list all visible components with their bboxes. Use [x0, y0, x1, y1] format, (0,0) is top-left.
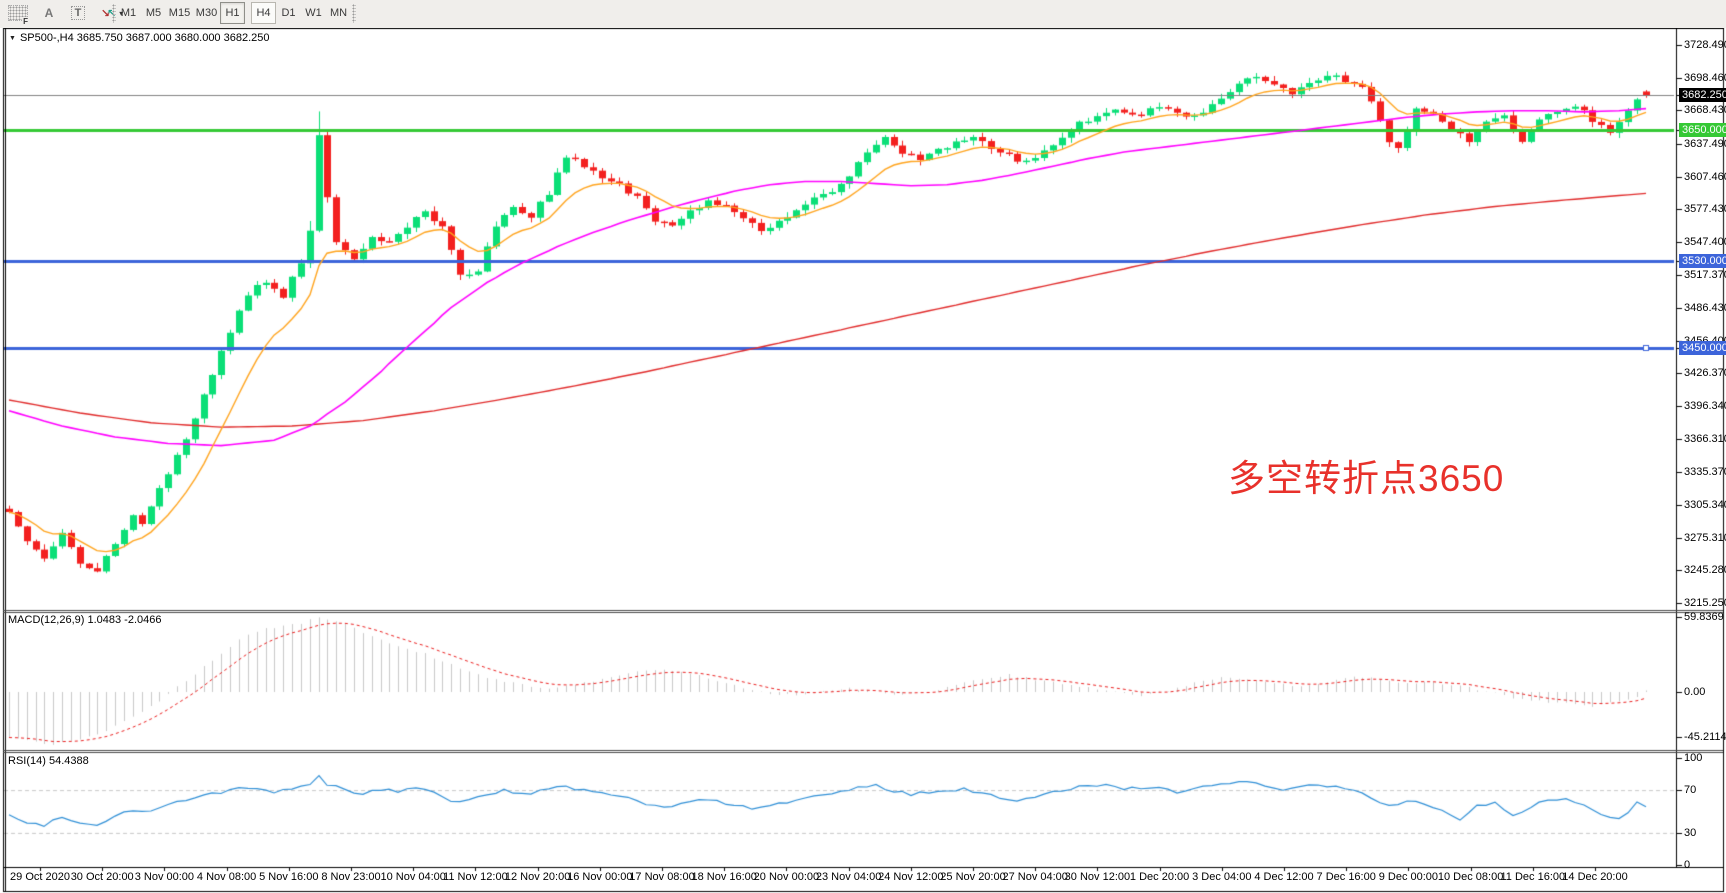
time-axis-label: 3 Dec 04:00: [1192, 871, 1252, 883]
price-axis-tick: 3547.400: [1684, 235, 1726, 248]
dotted-grid-f-icon[interactable]: F: [4, 2, 32, 26]
price-axis-tick: 3245.280: [1684, 564, 1726, 577]
chart-text-annotation[interactable]: 多空转折点3650: [1228, 458, 1505, 499]
timeframe-button-h1[interactable]: H1: [220, 2, 245, 24]
time-axis-label: 10 Nov 04:00: [380, 871, 446, 883]
symbol-ohlc-text: SP500-,H4 3685.750 3687.000 3680.000 368…: [19, 32, 270, 44]
price-axis-tick: 3668.430: [1684, 104, 1726, 117]
arrows-tool-button[interactable]: ↘ ↖ ▾: [94, 2, 130, 24]
timeframe-button-d1[interactable]: D1: [281, 7, 296, 19]
toolbar-drag-handle[interactable]: [112, 4, 116, 23]
time-axis-label: 24 Nov 12:00: [878, 871, 944, 883]
time-axis-label: 4 Nov 08:00: [196, 871, 257, 883]
time-axis-label: 17 Nov 08:00: [629, 871, 695, 883]
price-axis-tick: 3366.310: [1684, 432, 1726, 445]
time-axis-label: 29 Oct 2020: [10, 871, 70, 883]
timeframe-button-w1[interactable]: W1: [305, 7, 322, 19]
rsi-axis-tick: 70: [1684, 784, 1697, 797]
rsi-axis-tick: 100: [1684, 752, 1703, 764]
chart-window: ▼ SP500-,H4 3685.750 3687.000 3680.000 36…: [0, 28, 1726, 893]
time-axis-label: 14 Dec 20:00: [1562, 871, 1628, 883]
time-axis-label: 7 Dec 16:00: [1316, 871, 1376, 883]
rsi-axis-tick: 0: [1684, 859, 1691, 871]
price-level-badge-3650.000: 3650.000: [1679, 123, 1726, 138]
price-level-badge-3682.250: 3682.250: [1679, 88, 1726, 103]
macd-indicator-label: MACD(12,26,9) 1.0483 -2.0466: [8, 614, 162, 626]
price-axis-tick: 3486.430: [1684, 302, 1726, 315]
timeframe-button-m30[interactable]: M30: [195, 7, 218, 19]
price-axis-tick: 3426.370: [1684, 367, 1726, 380]
symbol-header[interactable]: ▼ SP500-,H4 3685.750 3687.000 3680.000 36…: [9, 32, 270, 44]
timeframe-button-h4[interactable]: H4: [251, 2, 276, 24]
price-axis-tick: 3517.370: [1684, 268, 1726, 281]
time-axis-label: 30 Nov 12:00: [1064, 871, 1131, 883]
text-tool-icon[interactable]: T: [66, 2, 90, 24]
time-axis-label: 27 Nov 04:00: [1002, 871, 1068, 883]
time-axis-label: 23 Nov 04:00: [815, 871, 882, 883]
time-axis-label: 20 Nov 00:00: [753, 871, 820, 883]
price-axis-tick: 3275.310: [1684, 531, 1726, 544]
price-axis-tick: 3335.370: [1684, 466, 1726, 479]
chevron-down-icon: ▼: [9, 35, 16, 42]
price-axis-tick: 3637.490: [1684, 137, 1726, 150]
price-level-badge-3450.000: 3450.000: [1679, 340, 1726, 355]
price-axis-tick: 3698.460: [1684, 71, 1726, 84]
price-axis-tick: 3396.340: [1684, 400, 1726, 413]
toolbar-drag-handle-2[interactable]: [352, 4, 356, 23]
timeframe-button-m5[interactable]: M5: [145, 7, 162, 19]
rsi-indicator-label: RSI(14) 54.4388: [8, 755, 89, 767]
time-axis-label: 4 Dec 12:00: [1254, 871, 1314, 883]
time-axis-label: 11 Dec 16:00: [1500, 871, 1566, 883]
price-axis-tick: 3577.430: [1684, 203, 1726, 216]
price-axis-tick: 3305.340: [1684, 499, 1726, 512]
arrow-down-right-icon: ↘: [100, 7, 110, 20]
time-axis-label: 16 Nov 00:00: [567, 871, 633, 883]
macd-axis-tick: -45.2114: [1684, 731, 1726, 743]
time-axis-label: 25 Nov 20:00: [940, 871, 1006, 883]
timeframe-button-m15[interactable]: M15: [168, 7, 191, 19]
arrow-up-left-icon: ↖: [107, 7, 116, 20]
time-axis-label: 11 Nov 12:00: [443, 871, 508, 883]
time-axis-label: 10 Dec 08:00: [1437, 871, 1504, 883]
time-axis-label: 1 Dec 20:00: [1129, 871, 1190, 883]
letter-t-glyph: T: [70, 6, 86, 20]
timeframe-button-m1[interactable]: M1: [120, 7, 137, 19]
time-axis-label: 5 Nov 16:00: [259, 871, 319, 883]
price-axis-tick: 3728.490: [1684, 39, 1726, 51]
rsi-axis-tick: 30: [1684, 826, 1697, 839]
macd-axis-tick: 0.00: [1684, 686, 1706, 698]
time-axis-label: 9 Dec 00:00: [1378, 871, 1439, 883]
price-axis-tick: 3607.460: [1684, 170, 1726, 183]
dropdown-caret-icon: ▾: [119, 8, 124, 18]
macd-axis-tick: 59.8369: [1684, 611, 1724, 623]
time-axis-label: 12 Nov 20:00: [504, 871, 571, 883]
time-axis-label: 8 Nov 23:00: [321, 871, 381, 883]
price-level-badge-3530.000: 3530.000: [1679, 253, 1726, 268]
letter-a-glyph: A: [44, 6, 54, 20]
price-chart-canvas[interactable]: [0, 28, 1726, 893]
timeframe-button-mn[interactable]: MN: [329, 7, 348, 19]
label-tool-icon[interactable]: A: [38, 2, 60, 24]
time-axis-label: 18 Nov 16:00: [691, 871, 757, 883]
price-axis-tick: 3215.250: [1684, 596, 1726, 609]
time-axis-label: 30 Oct 20:00: [70, 871, 134, 883]
time-axis-label: 3 Nov 00:00: [134, 871, 195, 883]
